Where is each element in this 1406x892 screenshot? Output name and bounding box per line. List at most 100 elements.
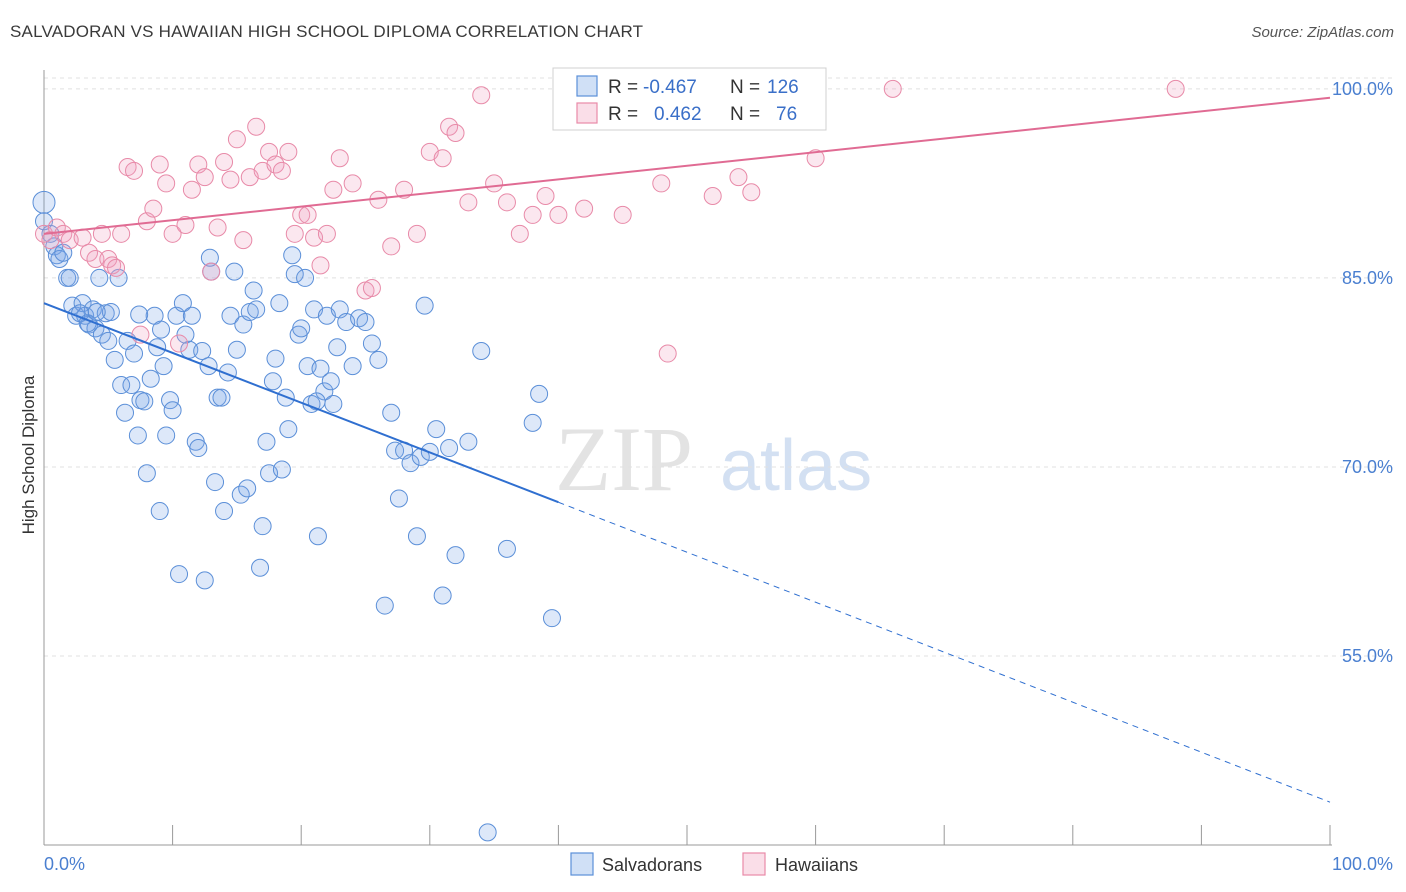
point-hawaiians-56 (440, 117, 459, 136)
point-hawaiians-38 (279, 142, 298, 161)
point-salvadorans-20 (101, 302, 120, 321)
watermark-zip: ZIP (555, 408, 693, 510)
legend-label-hawaiians: Hawaiians (775, 855, 858, 875)
legend-swatch-hawaiians (742, 852, 766, 876)
point-salvadorans-123 (130, 305, 149, 324)
point-salvadorans-66 (251, 558, 270, 577)
x-tick-label-1: 100.0% (1332, 854, 1393, 874)
point-salvadorans-113 (472, 342, 491, 361)
point-salvadorans-30 (135, 392, 154, 411)
point-salvadorans-90 (328, 338, 347, 357)
point-salvadorans-89 (324, 394, 343, 413)
point-hawaiians-14 (125, 161, 144, 180)
trend-line-salvadorans (43, 302, 559, 504)
data-points (32, 79, 1185, 842)
point-hawaiians-17 (144, 199, 163, 218)
point-salvadorans-122 (87, 302, 106, 321)
point-salvadorans-98 (375, 596, 394, 615)
point-salvadorans-88 (321, 372, 340, 391)
axes (43, 70, 1332, 846)
point-salvadorans-26 (122, 376, 141, 395)
y-tick-label-1: 70.0% (1342, 457, 1393, 477)
point-hawaiians-19 (157, 174, 176, 193)
point-salvadorans-8 (60, 268, 79, 287)
point-hawaiians-68 (652, 174, 671, 193)
point-salvadorans-96 (362, 334, 381, 353)
point-salvadorans-31 (137, 464, 156, 483)
point-salvadorans-49 (195, 571, 214, 590)
point-salvadorans-37 (157, 426, 176, 445)
point-salvadorans-80 (296, 268, 315, 287)
point-salvadorans-115 (497, 539, 516, 558)
point-salvadorans-44 (180, 340, 199, 359)
point-hawaiians-53 (407, 224, 426, 243)
point-salvadorans-71 (266, 349, 285, 368)
point-hawaiians-51 (382, 237, 401, 256)
trend-lines (43, 96, 1331, 803)
stats-r-label-1: R = (608, 77, 638, 98)
point-salvadorans-48 (193, 342, 212, 361)
point-hawaiians-47 (343, 174, 362, 193)
point-hawaiians-7 (86, 250, 105, 269)
point-salvadorans-100 (386, 441, 405, 460)
trend-line-salvadorans-extrapolated (558, 501, 1331, 803)
point-hawaiians-12 (112, 224, 131, 243)
point-salvadorans-64 (244, 281, 263, 300)
point-hawaiians-75 (1166, 79, 1185, 98)
point-hawaiians-65 (549, 205, 568, 224)
point-salvadorans-114 (478, 823, 497, 842)
point-salvadorans-24 (116, 403, 135, 422)
stats-n-label-2: N = (730, 104, 760, 125)
legend-swatch-salvadorans (570, 852, 594, 876)
point-salvadorans-79 (292, 319, 311, 338)
point-hawaiians-45 (324, 180, 343, 199)
point-hawaiians-11 (107, 258, 126, 277)
stats-n-value-1: 126 (767, 77, 799, 98)
series-hawaiians (35, 79, 1185, 363)
point-salvadorans-111 (446, 546, 465, 565)
point-salvadorans-70 (263, 372, 282, 391)
point-hawaiians-31 (234, 231, 253, 250)
point-salvadorans-117 (530, 384, 549, 403)
point-salvadorans-86 (315, 382, 334, 401)
point-salvadorans-112 (459, 432, 478, 451)
point-hawaiians-71 (729, 168, 748, 187)
point-salvadorans-106 (415, 296, 434, 315)
point-salvadorans-32 (141, 369, 160, 388)
point-salvadorans-119 (307, 392, 326, 411)
series-salvadorans (32, 190, 561, 842)
stats-legend: R = -0.467 N = 126 R = 0.462 N = 76 (552, 67, 827, 131)
point-hawaiians-60 (485, 174, 504, 193)
point-hawaiians-29 (221, 170, 240, 189)
stats-legend-box (552, 67, 827, 131)
stats-n-value-2: 76 (776, 104, 797, 125)
point-hawaiians-36 (266, 155, 285, 174)
point-salvadorans-72 (270, 294, 289, 313)
point-hawaiians-44 (317, 224, 336, 243)
point-salvadorans-28 (128, 426, 147, 445)
point-salvadorans-93 (343, 357, 362, 376)
point-salvadorans-0 (32, 190, 56, 214)
point-hawaiians-46 (330, 149, 349, 168)
point-salvadorans-58 (225, 262, 244, 281)
point-hawaiians-26 (202, 262, 221, 281)
point-salvadorans-118 (542, 609, 561, 628)
point-hawaiians-22 (176, 216, 195, 234)
point-salvadorans-103 (401, 454, 420, 473)
point-hawaiians-55 (433, 149, 452, 168)
point-salvadorans-67 (253, 517, 272, 536)
tick-labels: 55.0% 70.0% 85.0% 100.0% 0.0% 100.0% (44, 79, 1393, 874)
point-hawaiians-66 (575, 199, 594, 218)
point-salvadorans-35 (150, 502, 169, 521)
point-hawaiians-59 (472, 86, 491, 105)
stats-r-value-1: -0.467 (643, 77, 697, 98)
stats-n-label-1: N = (730, 77, 760, 98)
point-salvadorans-43 (176, 325, 195, 344)
watermark: ZIP atlas (555, 408, 872, 510)
y-tick-label-3: 100.0% (1332, 79, 1393, 99)
point-hawaiians-5 (73, 228, 92, 247)
y-axis-label: High School Diploma (19, 375, 38, 534)
point-salvadorans-45 (182, 306, 201, 325)
trend-line-hawaiians (43, 96, 1331, 235)
